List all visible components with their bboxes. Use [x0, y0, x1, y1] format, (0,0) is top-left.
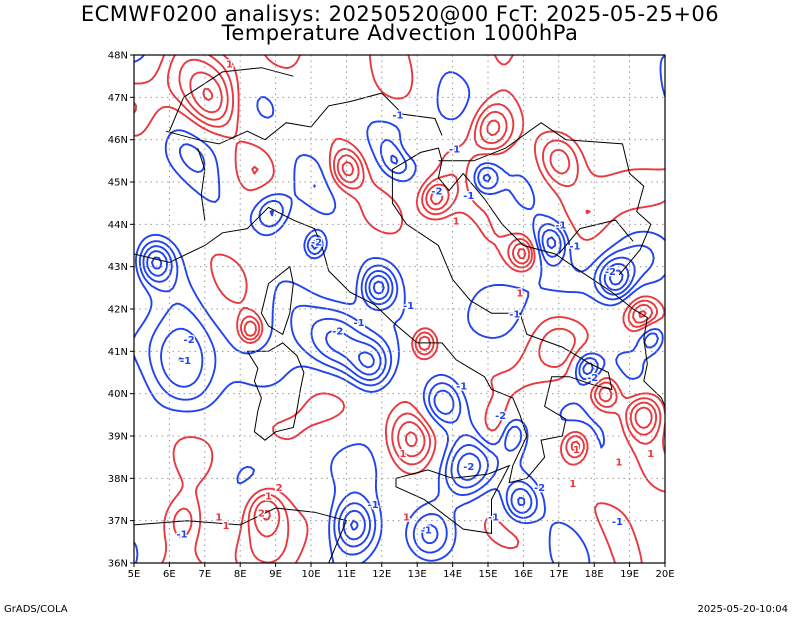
contour-label: -1: [569, 242, 580, 253]
contour-label: 1: [400, 449, 407, 460]
lat-label: 46N: [108, 135, 128, 146]
contour-label: 1: [615, 458, 622, 469]
lat-label: 37N: [108, 516, 128, 527]
contour-label: 1: [265, 492, 272, 503]
lon-label: 11E: [337, 569, 356, 580]
lon-label: 16E: [514, 569, 533, 580]
contour-label: -2: [184, 335, 195, 346]
contour-label: -1: [392, 111, 403, 122]
coastline-north-africa: [134, 507, 348, 563]
chart-title: ECMWF0200 analisys: 20250520@00 FcT: 202…: [80, 2, 720, 26]
lat-label: 47N: [108, 93, 128, 104]
lat-label: 42N: [108, 305, 128, 316]
contour-label: -1: [353, 318, 364, 329]
contour-label: 1: [569, 479, 576, 490]
contour-label: 1: [223, 521, 230, 532]
coastline-italy-balkans: [134, 147, 665, 484]
lon-label: 15E: [478, 569, 497, 580]
contour-label: 2: [258, 508, 265, 519]
lon-label: 18E: [585, 569, 604, 580]
contour-label: 2: [276, 483, 283, 494]
coastline-corsica: [260, 265, 294, 336]
lon-label: 7E: [198, 569, 211, 580]
contour-label: -1: [488, 513, 499, 524]
warm-advection-contour: [134, 55, 662, 563]
lat-label: 48N: [108, 51, 128, 62]
contour-label: 1: [226, 60, 233, 71]
border-bosnia: [558, 219, 634, 255]
contour-labels: -1-2-2-1-1-2-1-1-2-1-1-2-2-2-2-1-112211-…: [175, 58, 655, 541]
border-france-italy: [197, 147, 206, 221]
lon-label: 9E: [269, 569, 282, 580]
contour-label: -2: [495, 411, 506, 422]
coastline-sardinia: [246, 342, 305, 441]
contour-label: -1: [421, 525, 432, 536]
latitude-labels: 48N 47N 46N 45N 44N 43N 42N 41N 40N 39N 38N 37N 36N: [108, 51, 134, 570]
warm-advection-contour: [189, 71, 653, 521]
cold-advection-contour: [142, 154, 636, 548]
contour-label: -2: [463, 462, 474, 473]
footer-credit: GrADS/COLA: [4, 604, 68, 615]
lon-label: 10E: [301, 569, 320, 580]
contour-label: -1: [403, 301, 414, 312]
cold-advection-contour: [138, 139, 659, 556]
lon-label: 12E: [372, 569, 391, 580]
coastline-sicily: [395, 464, 511, 534]
longitude-labels: 5E 6E 7E 8E 9E 10E 11E 12E 13E 14E 15E 16E 17E 18E 19E…: [128, 563, 675, 580]
cold-advection-contour: [134, 55, 665, 563]
contour-label: -1: [509, 309, 520, 320]
contour-label: 1: [573, 445, 580, 456]
lon-label: 20E: [655, 569, 674, 580]
contour-label: -1: [456, 381, 467, 392]
contour-label: 1: [215, 513, 222, 524]
border-switzerland: [168, 67, 294, 132]
warm-advection-contour: [178, 58, 658, 538]
coastlines: [134, 67, 665, 563]
lon-label: 19E: [620, 569, 639, 580]
contour-label: -2: [587, 373, 598, 384]
contour-label: -1: [368, 500, 379, 511]
grid-lines: [134, 55, 665, 563]
contour-label: 1: [516, 288, 523, 299]
lat-label: 41N: [108, 347, 128, 358]
contour-label: -2: [605, 267, 616, 278]
lat-label: 38N: [108, 474, 128, 485]
lon-label: 17E: [549, 569, 568, 580]
contour-label: -1: [180, 356, 191, 367]
lon-label: 14E: [443, 569, 462, 580]
lat-label: 45N: [108, 178, 128, 189]
lat-label: 44N: [108, 220, 128, 231]
contour-label: -1: [555, 221, 566, 232]
contour-label: -2: [431, 187, 442, 198]
contour-label: -1: [463, 191, 474, 202]
cold-advection-contour: [146, 236, 630, 541]
contour-label: 1: [453, 216, 460, 227]
lat-label: 43N: [108, 262, 128, 273]
contour-label: 1: [403, 513, 410, 524]
contour-label: -1: [176, 530, 187, 541]
contour-label: -1: [449, 144, 460, 155]
contour-label: -2: [311, 238, 322, 249]
border-balkans: [438, 122, 652, 276]
contour-label: 1: [647, 449, 654, 460]
lon-label: 13E: [408, 569, 427, 580]
lat-label: 40N: [108, 389, 128, 400]
footer-timestamp: 2025-05-20-10:04: [697, 604, 788, 615]
lat-label: 39N: [108, 432, 128, 443]
lat-label: 36N: [108, 559, 128, 570]
chart-subtitle: Temperature Advection 1000hPa: [221, 21, 579, 45]
lon-label: 8E: [234, 569, 247, 580]
contour-label: -1: [612, 517, 623, 528]
contour-label: -2: [332, 326, 343, 337]
lon-label: 6E: [163, 569, 176, 580]
lon-label: 5E: [128, 569, 141, 580]
contour-label: -2: [534, 483, 545, 494]
